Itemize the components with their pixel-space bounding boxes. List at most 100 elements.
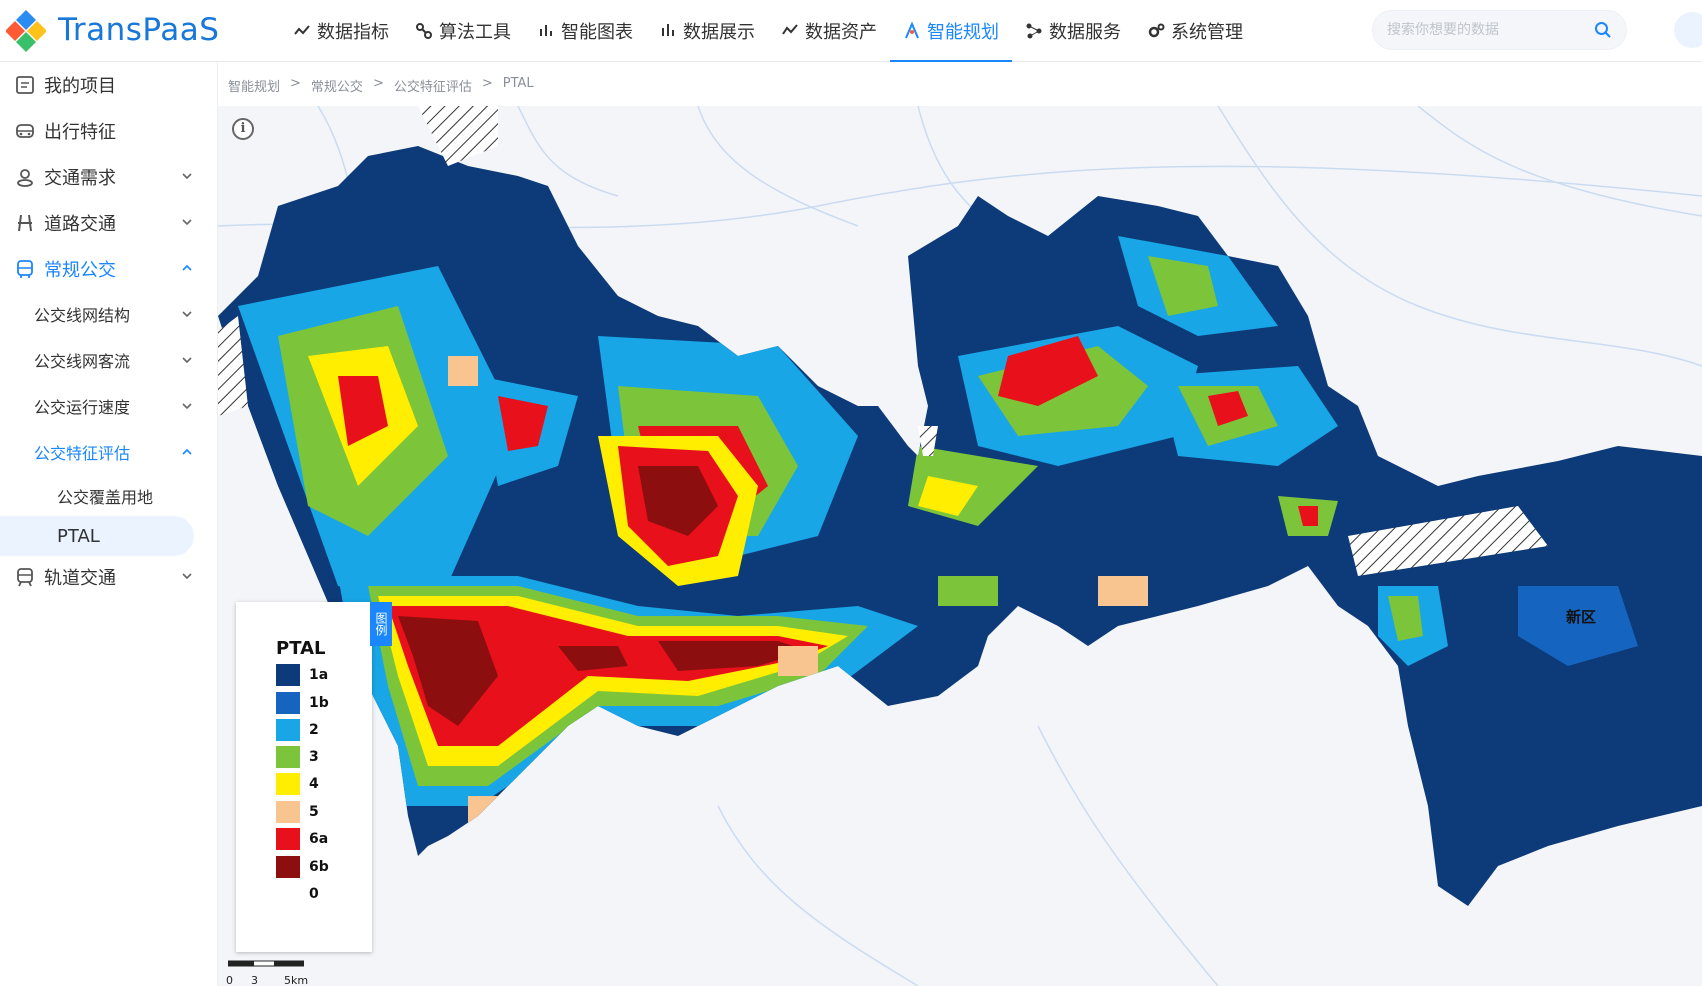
rail-icon — [17, 568, 33, 587]
legend-item: 6b — [276, 856, 366, 880]
scale-label: 5km — [284, 974, 309, 986]
legend-toggle-tab[interactable]: 图例 — [370, 602, 392, 646]
legend-swatch — [276, 773, 300, 795]
ptal-map[interactable]: i 新区 PTAL 1a 1b 2 3 4 5 6a 6b 0 图例 0 3 5… — [218, 106, 1702, 986]
info-icon[interactable]: i — [232, 118, 254, 140]
chevron-down-icon — [182, 173, 192, 180]
nav-item-algorithm[interactable]: 算法工具 — [402, 0, 524, 62]
excluded-zone — [918, 426, 938, 456]
search-icon[interactable] — [1594, 21, 1612, 39]
metrics-icon — [294, 25, 310, 35]
legend-swatch — [276, 746, 300, 768]
legend-label: 1b — [309, 695, 329, 711]
sidebar-item-road[interactable]: 道路交通 — [0, 200, 218, 246]
breadcrumb: 智能规划 > 常规公交 > 公交特征评估 > PTAL — [228, 76, 534, 95]
nav-label: 系统管理 — [1171, 22, 1243, 43]
nav-item-display[interactable]: 数据展示 — [646, 0, 768, 62]
sidebar: 我的项目 出行特征 交通需求 道路交通 常规公交 公交线网结构 公交线网客流 公… — [0, 62, 218, 986]
sidebar-sub-bus-evaluation[interactable]: 公交特征评估 — [0, 430, 218, 474]
legend-item: 3 — [276, 746, 366, 770]
project-icon — [16, 76, 34, 94]
legend-label: 6b — [309, 859, 329, 875]
sidebar-item-bus[interactable]: 常规公交 — [0, 246, 218, 292]
chevron-down-icon — [182, 357, 192, 364]
asset-icon — [782, 24, 798, 35]
legend-swatch — [276, 801, 300, 823]
chevron-down-icon — [182, 311, 192, 318]
sidebar-item-rail[interactable]: 轨道交通 — [0, 554, 218, 600]
map-canvas[interactable] — [218, 106, 1702, 986]
chevron-up-icon — [182, 264, 192, 271]
search-input[interactable] — [1387, 22, 1587, 38]
sidebar-leaf-ptal[interactable]: PTAL — [0, 516, 194, 556]
nav-item-asset[interactable]: 数据资产 — [768, 0, 890, 62]
display-icon — [662, 24, 674, 36]
nav-label: 算法工具 — [439, 22, 511, 43]
legend-label: 4 — [309, 776, 319, 792]
sidebar-sub-bus-ridership[interactable]: 公交线网客流 — [0, 338, 218, 382]
breadcrumb-current: PTAL — [502, 76, 534, 91]
road-icon — [18, 214, 32, 232]
nav-item-metrics[interactable]: 数据指标 — [280, 0, 402, 62]
breadcrumb-item[interactable]: 智能规划 — [228, 80, 281, 95]
car-icon — [16, 124, 34, 138]
main-nav: 数据指标 算法工具 智能图表 数据展示 数据资产 智能规划 数据服务 系统管理 — [280, 0, 1256, 63]
scale-bar — [228, 960, 304, 967]
legend-swatch — [276, 664, 300, 686]
sidebar-sub-bus-speed[interactable]: 公交运行速度 — [0, 384, 218, 428]
legend-label: 5 — [309, 804, 319, 820]
legend-item: 6a — [276, 828, 366, 852]
scale-label: 3 — [251, 974, 258, 986]
nav-label: 智能图表 — [561, 22, 633, 43]
nav-label: 智能规划 — [927, 22, 999, 43]
breadcrumb-bar: 智能规划 > 常规公交 > 公交特征评估 > PTAL — [218, 62, 1702, 106]
nav-item-chart[interactable]: 智能图表 — [524, 0, 646, 62]
nav-item-planning[interactable]: 智能规划 — [890, 0, 1012, 63]
sidebar-item-my-projects[interactable]: 我的项目 — [0, 62, 218, 108]
map-legend: PTAL 1a 1b 2 3 4 5 6a 6b 0 — [236, 602, 372, 952]
sidebar-item-label: 轨道交通 — [44, 568, 116, 589]
sidebar-item-demand[interactable]: 交通需求 — [0, 154, 218, 200]
nav-label: 数据服务 — [1049, 22, 1121, 43]
sidebar-item-travel[interactable]: 出行特征 — [0, 108, 218, 154]
sidebar-leaf-label: 公交覆盖用地 — [57, 488, 154, 507]
service-icon — [1026, 23, 1042, 39]
area-label: 新区 — [1566, 608, 1597, 626]
nav-item-settings[interactable]: 系统管理 — [1134, 0, 1256, 62]
sidebar-item-label: 交通需求 — [44, 168, 116, 189]
chevron-up-icon — [182, 448, 192, 455]
legend-title: PTAL — [276, 638, 326, 659]
legend-item: 1a — [276, 664, 366, 688]
sidebar-sub-bus-network[interactable]: 公交线网结构 — [0, 292, 218, 336]
brand-name: TransPaaS — [58, 12, 220, 48]
breadcrumb-item[interactable]: 公交特征评估 — [393, 80, 472, 95]
legend-swatch — [276, 692, 300, 714]
nav-label: 数据展示 — [683, 22, 755, 43]
sidebar-sub-label: 公交特征评估 — [34, 444, 131, 463]
legend-label: 3 — [309, 749, 319, 765]
chart-icon — [540, 25, 552, 36]
sidebar-leaf-bus-coverage[interactable]: 公交覆盖用地 — [0, 476, 218, 516]
excluded-zone — [218, 316, 248, 416]
nav-item-service[interactable]: 数据服务 — [1012, 0, 1134, 62]
planning-icon — [905, 22, 919, 39]
legend-label: 6a — [309, 831, 329, 847]
search-box[interactable] — [1372, 10, 1627, 50]
demand-icon — [17, 169, 33, 187]
legend-label: 2 — [309, 722, 319, 738]
nav-label: 数据资产 — [805, 22, 877, 43]
sidebar-sub-label: 公交运行速度 — [34, 398, 131, 417]
sidebar-sub-label: 公交线网客流 — [34, 352, 131, 371]
excluded-zone — [1348, 506, 1548, 576]
legend-swatch — [276, 828, 300, 850]
legend-item: 5 — [276, 801, 366, 825]
logo-icon — [6, 10, 46, 52]
logo[interactable]: TransPaaS — [6, 8, 219, 52]
notification-bell-icon[interactable] — [1674, 12, 1702, 48]
chevron-down-icon — [182, 219, 192, 226]
settings-icon — [1148, 23, 1165, 38]
legend-swatch — [276, 719, 300, 741]
breadcrumb-item[interactable]: 常规公交 — [310, 80, 363, 95]
algorithm-icon — [416, 23, 432, 39]
legend-item: 4 — [276, 773, 366, 797]
